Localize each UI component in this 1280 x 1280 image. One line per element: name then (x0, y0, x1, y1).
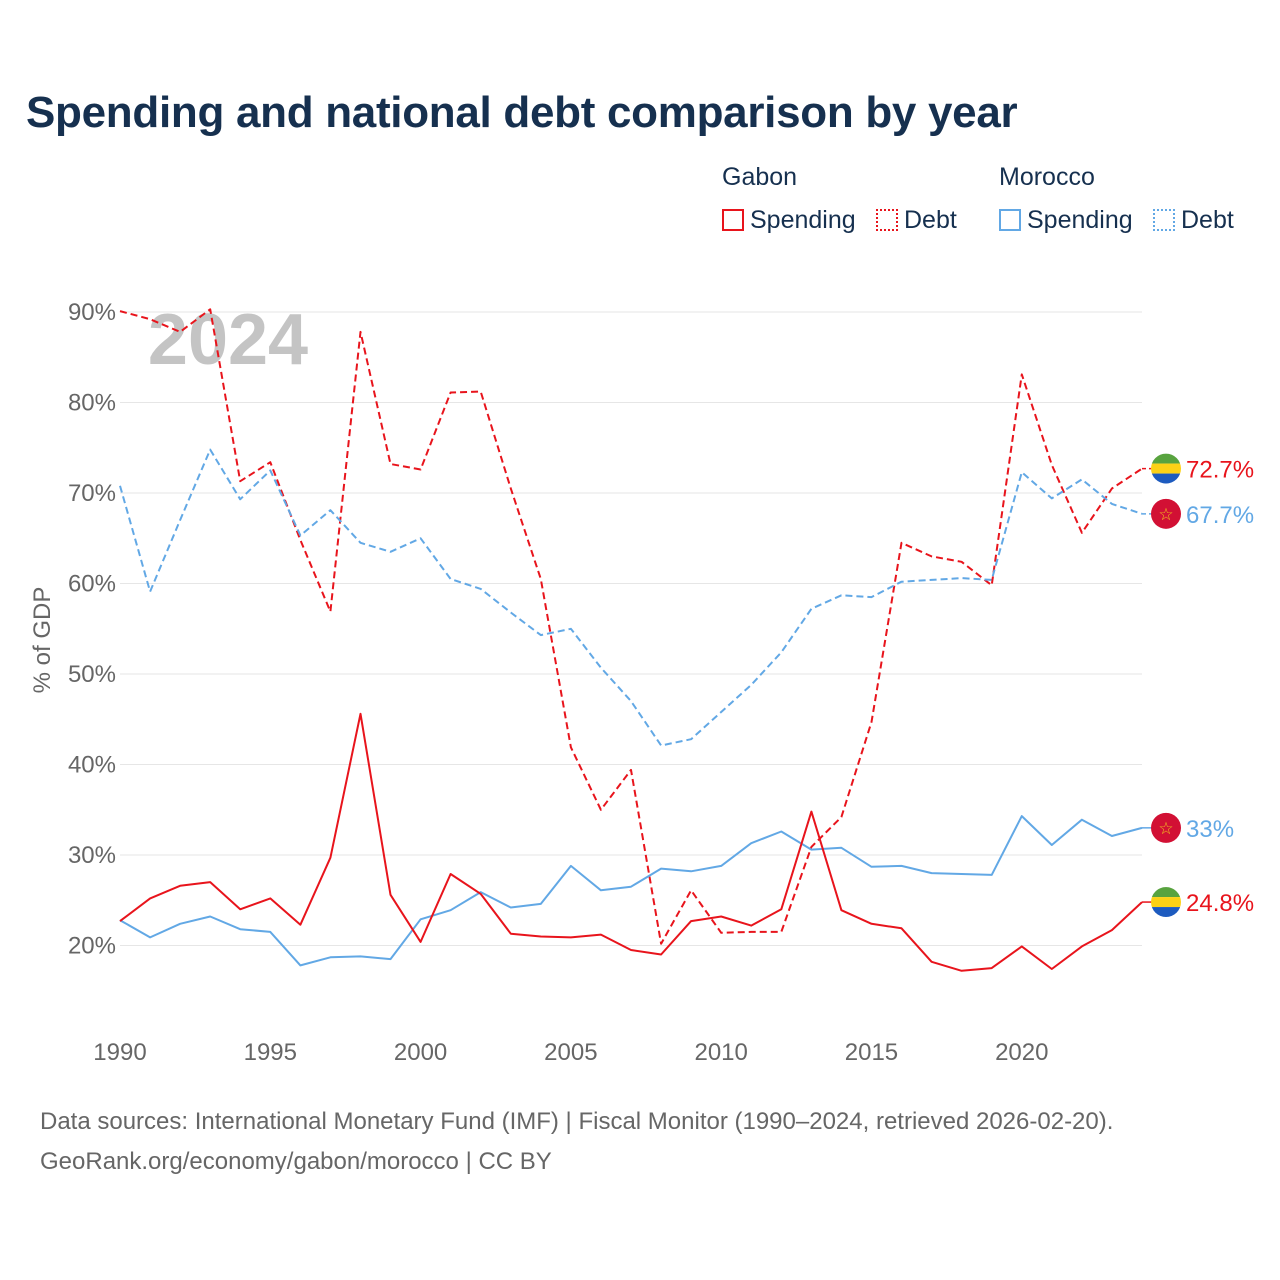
y-tick-label: 30% (68, 842, 116, 869)
series-line-morocco-debt (119, 448, 1143, 747)
legend-item-gabon-spending[interactable]: Spending (722, 204, 856, 236)
year-watermark: 2024 (148, 300, 308, 380)
series-lines (119, 308, 1143, 972)
legend-label: Debt (904, 205, 957, 234)
legend-swatch-dotted (1153, 209, 1175, 231)
legend-item-morocco-spending[interactable]: Spending (999, 204, 1133, 236)
x-tick-label: 1990 (93, 1039, 146, 1066)
credit-link[interactable]: GeoRank.org/economy/gabon/morocco | CC B… (40, 1148, 552, 1175)
axes: 20% 30% 40% 50% 60% 70% 80% 90% 1990 1995 2000 2005… (68, 299, 1049, 1066)
legend-label: Debt (1181, 205, 1234, 234)
x-tick-label: 2015 (845, 1039, 898, 1066)
legend-swatch-solid (999, 209, 1021, 231)
legend-label: Spending (750, 205, 856, 234)
series-line-gabon-spending (119, 712, 1143, 972)
legend-group-gabon: Gabon (722, 163, 798, 191)
end-value-label: 33% (1186, 816, 1234, 843)
flag-field (1151, 498, 1181, 529)
end-value-label: 24.8% (1186, 890, 1254, 917)
flag-stripe (1151, 473, 1181, 484)
legend-swatch-solid (722, 209, 744, 231)
flag-stripe (1151, 907, 1181, 918)
gabon-flag-icon (1151, 453, 1181, 484)
data-sources: Data sources: International Monetary Fun… (40, 1108, 1114, 1135)
y-tick-label: 70% (68, 480, 116, 507)
x-tick-label: 2000 (394, 1039, 447, 1066)
flag-stripe (1151, 887, 1181, 898)
flag-star: ☆ (1158, 819, 1173, 839)
y-tick-label: 60% (68, 571, 116, 598)
x-tick-label: 2005 (544, 1039, 597, 1066)
series-line-morocco-spending (119, 815, 1143, 967)
legend-item-morocco-debt[interactable]: Debt (1153, 204, 1234, 236)
series-line-gabon-debt (119, 308, 1143, 945)
morocco-flag-icon: ☆ (1151, 812, 1181, 843)
flag-star: ☆ (1158, 505, 1173, 525)
end-value-label: 72.7% (1186, 457, 1254, 484)
x-tick-label: 2010 (694, 1039, 747, 1066)
legend-group-morocco: Morocco (999, 163, 1095, 191)
y-tick-label: 80% (68, 390, 116, 417)
y-tick-label: 50% (68, 661, 116, 688)
morocco-flag-icon: ☆ (1151, 498, 1181, 529)
end-value-label: 67.7% (1186, 502, 1254, 529)
y-tick-label: 20% (68, 933, 116, 960)
end-labels: 72.7% ☆ 67.7% ☆ 33% 24.8% (1142, 453, 1254, 918)
x-tick-label: 1995 (244, 1039, 297, 1066)
x-tick-label: 2020 (995, 1039, 1048, 1066)
flag-stripe (1151, 897, 1181, 908)
y-tick-label: 90% (68, 299, 116, 326)
legend-swatch-dotted (876, 209, 898, 231)
legend-item-gabon-debt[interactable]: Debt (876, 204, 957, 236)
flag-stripe (1151, 463, 1181, 474)
chart-title: Spending and national debt comparison by… (26, 88, 1018, 137)
gabon-flag-icon (1151, 887, 1181, 918)
flag-stripe (1151, 453, 1181, 464)
grid-lines (120, 311, 1142, 946)
flag-field (1151, 812, 1181, 843)
y-axis-title: % of GDP (29, 587, 56, 694)
y-tick-label: 40% (68, 752, 116, 779)
legend-label: Spending (1027, 205, 1133, 234)
